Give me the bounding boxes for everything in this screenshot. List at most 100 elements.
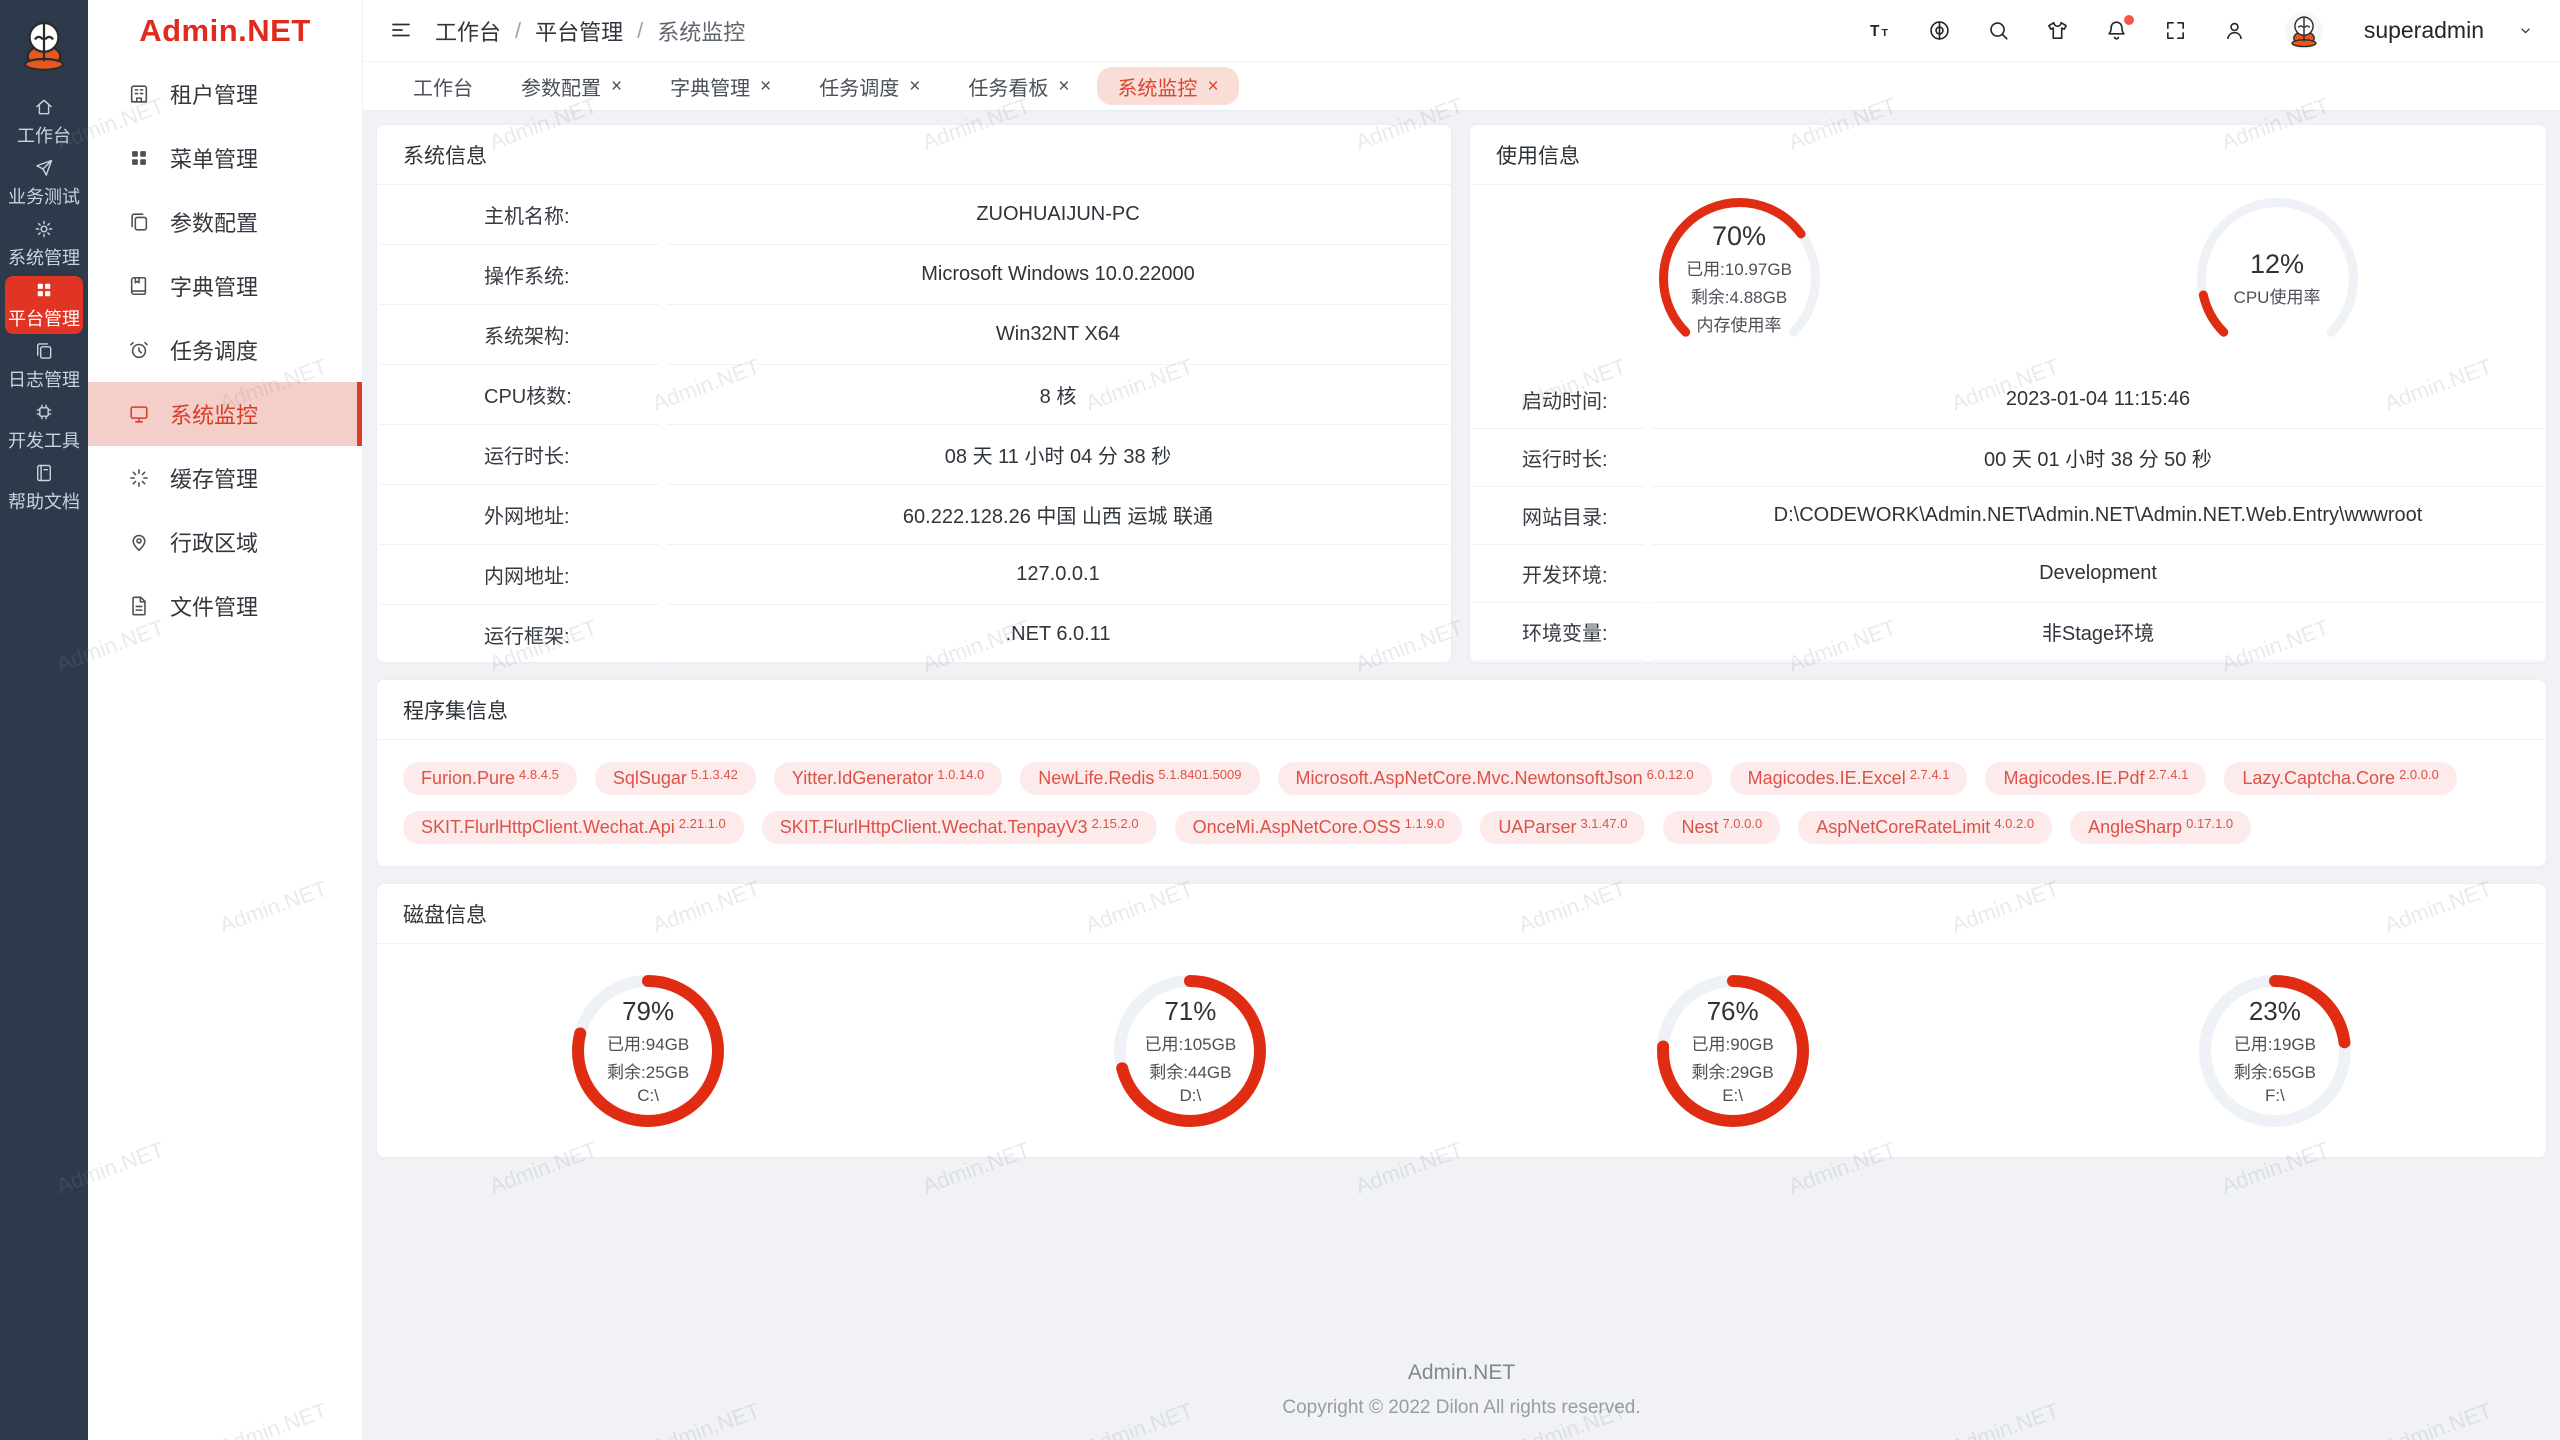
rail-item[interactable]: 开发工具 — [5, 398, 83, 456]
gauge-text: 71% 已用:105GB 剩余:44GB D:\ — [1112, 973, 1268, 1129]
assembly-name: OnceMi.AspNetCore.OSS — [1192, 817, 1401, 837]
info-row: 内网地址: 127.0.0.1 — [377, 545, 1451, 605]
assembly-version: 5.1.8401.5009 — [1158, 767, 1242, 782]
sidebar-item[interactable]: 文件管理 — [88, 574, 362, 638]
gauge-line: 内存使用率 — [1696, 315, 1782, 335]
assembly-version: 2.7.4.1 — [1909, 767, 1950, 782]
gauge-line: 剩余:4.88GB — [1690, 287, 1788, 307]
rail-item[interactable]: 帮助文档 — [5, 459, 83, 517]
assembly-tag: AspNetCoreRateLimit 4.0.2.0 — [1798, 811, 2053, 844]
rail-item[interactable]: 系统管理 — [5, 215, 83, 273]
tab[interactable]: 字典管理 × — [650, 67, 791, 105]
navbar-action-button[interactable] — [1927, 18, 1953, 44]
tab[interactable]: 任务调度 × — [799, 67, 940, 105]
info-label: 运行时长: — [1472, 429, 1644, 487]
sidebar-item-label: 系统监控 — [170, 403, 259, 428]
sidebar-item[interactable]: 菜单管理 — [88, 126, 362, 190]
menu-grid-icon — [128, 147, 150, 169]
disk-gauge-cell: 76% 已用:90GB 剩余:29GB E:\ — [1462, 973, 2004, 1129]
tab-close-icon[interactable]: × — [611, 75, 623, 97]
username[interactable]: superadmin — [2363, 17, 2484, 43]
gauge-line: C:\ — [637, 1085, 659, 1105]
gauge-percent: 79% — [622, 995, 675, 1026]
navbar-action-button[interactable] — [2045, 18, 2071, 44]
assembly-tags: Furion.Pure 4.8.4.5 SqlSugar 5.1.3.42 Yi… — [377, 740, 2546, 866]
tab-close-icon[interactable]: × — [909, 75, 921, 97]
info-value: 2023-01-04 11:15:46 — [1652, 371, 2544, 429]
dict-book-icon — [128, 275, 150, 297]
breadcrumb-separator: / — [515, 17, 522, 43]
sidebar-item[interactable]: 任务调度 — [88, 318, 362, 382]
breadcrumb-item[interactable]: 系统监控 — [657, 19, 746, 45]
sidebar-item[interactable]: 系统监控 — [88, 382, 362, 446]
info-value: Microsoft Windows 10.0.22000 — [667, 245, 1449, 305]
tab-close-icon[interactable]: × — [1058, 75, 1070, 97]
user-avatar[interactable] — [2284, 11, 2323, 50]
breadcrumb-item[interactable]: 工作台 — [435, 19, 502, 45]
app-logo[interactable] — [14, 12, 74, 78]
rail-item[interactable]: 工作台 — [5, 93, 83, 151]
sidebar-item[interactable]: 行政区域 — [88, 510, 362, 574]
assembly-name: SKIT.FlurlHttpClient.Wechat.Api — [421, 817, 675, 837]
assembly-tag: UAParser 3.1.47.0 — [1480, 811, 1646, 844]
info-row: 操作系统: Microsoft Windows 10.0.22000 — [377, 245, 1451, 305]
send-icon — [34, 158, 54, 178]
assembly-tag: SqlSugar 5.1.3.42 — [594, 762, 756, 795]
disk-gauges: 79% 已用:94GB 剩余:25GB C:\ 71% — [377, 944, 2546, 1157]
rail-item[interactable]: 平台管理 — [5, 276, 83, 334]
copy-docs-icon — [34, 341, 54, 361]
sidebar-item-label: 任务调度 — [170, 339, 259, 364]
collapse-menu-icon[interactable] — [389, 18, 415, 44]
chevron-down-icon[interactable] — [2517, 22, 2534, 39]
rail-item[interactable]: 日志管理 — [5, 337, 83, 395]
top-cards-row: 系统信息 主机名称: ZUOHUAIJUN-PC 操作系统: Microsoft… — [376, 124, 2547, 665]
breadcrumb-separator: / — [637, 17, 644, 43]
tab[interactable]: 系统监控 × — [1097, 67, 1239, 105]
gear-icon — [34, 219, 54, 239]
assembly-tag: Microsoft.AspNetCore.Mvc.NewtonsoftJson … — [1277, 762, 1712, 795]
tab-label: 任务看板 — [968, 77, 1049, 100]
tab[interactable]: 参数配置 × — [501, 67, 642, 105]
sidebar-item[interactable]: 参数配置 — [88, 190, 362, 254]
gauge-text: 23% 已用:19GB 剩余:65GB F:\ — [2197, 973, 2353, 1129]
assembly-name: Microsoft.AspNetCore.Mvc.NewtonsoftJson — [1295, 768, 1643, 788]
tab-close-icon[interactable]: × — [1207, 75, 1219, 97]
info-label: 运行框架: — [379, 605, 659, 665]
navbar-action-button[interactable] — [2163, 18, 2189, 44]
disk-usage-gauge: 79% 已用:94GB 剩余:25GB C:\ — [570, 973, 726, 1129]
info-row: 开发环境: Development — [1470, 545, 2546, 603]
info-label: 运行时长: — [379, 425, 659, 485]
sidebar-item[interactable]: 字典管理 — [88, 254, 362, 318]
info-value: .NET 6.0.11 — [667, 605, 1449, 665]
system-info-rows: 主机名称: ZUOHUAIJUN-PC 操作系统: Microsoft Wind… — [377, 185, 1451, 665]
breadcrumb-item[interactable]: 平台管理 — [535, 19, 624, 45]
assembly-name: Magicodes.IE.Excel — [1747, 768, 1906, 788]
gauge-line: 剩余:29GB — [1691, 1062, 1774, 1082]
info-value: 08 天 11 小时 04 分 38 秒 — [667, 425, 1449, 485]
breadcrumb: 工作台 / 平台管理 / 系统监控 / — [435, 15, 745, 47]
tab-close-icon[interactable]: × — [760, 75, 772, 97]
navbar-action-button[interactable] — [2104, 14, 2134, 44]
assembly-tag: Nest 7.0.0.0 — [1663, 811, 1781, 844]
tab[interactable]: 任务看板 × — [948, 67, 1089, 105]
rail-item[interactable]: 业务测试 — [5, 154, 83, 212]
sidebar-item-label: 文件管理 — [170, 595, 259, 620]
usage-gauge: 12% CPU使用率 — [2195, 196, 2360, 361]
tab[interactable]: 工作台 × — [393, 67, 493, 105]
gauge-text: 12% CPU使用率 — [2195, 196, 2360, 361]
disk-gauge-cell: 79% 已用:94GB 剩余:25GB C:\ — [377, 973, 919, 1129]
gauge-line: 已用:90GB — [1691, 1034, 1774, 1054]
navbar-action-button[interactable] — [1986, 18, 2012, 44]
mascot-avatar-icon — [2287, 14, 2321, 48]
sidebar-item[interactable]: 缓存管理 — [88, 446, 362, 510]
rail-item-label: 开发工具 — [8, 430, 80, 451]
sidebar-item-label: 行政区域 — [170, 531, 259, 556]
rail-item-label: 系统管理 — [8, 247, 80, 268]
sidebar-item[interactable]: 租户管理 — [88, 62, 362, 126]
navbar-action-button[interactable] — [2222, 18, 2248, 44]
assembly-version: 2.7.4.1 — [2148, 767, 2189, 782]
